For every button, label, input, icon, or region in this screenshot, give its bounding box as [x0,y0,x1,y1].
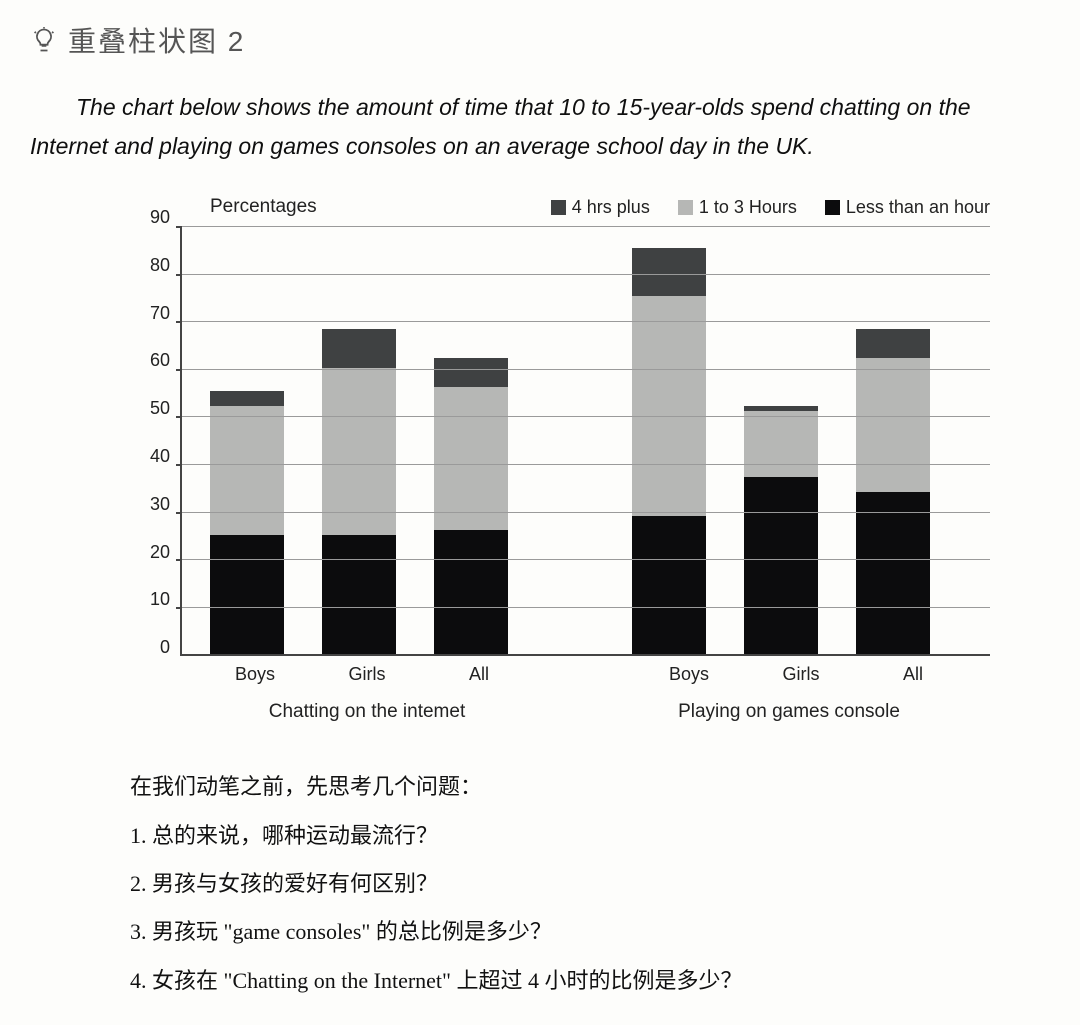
legend-item: Less than an hour [825,197,990,218]
bar-segment [322,535,396,654]
stacked-bar-chart: Percentages 4 hrs plus 1 to 3 Hours Less t… [150,196,990,723]
x-axis-category-label: Girls [764,664,838,685]
x-axis-group-title: Chatting on the intemet [218,701,516,723]
question-item: 4. 女孩在 "Chatting on the Internet" 上超过 4 … [130,957,1050,1005]
questions-intro: 在我们动笔之前，先思考几个问题： [130,763,1050,811]
question-item: 3. 男孩玩 "game consoles" 的总比例是多少？ [130,908,1050,956]
bar-segment [210,391,284,405]
bar-segment [856,358,930,492]
legend-swatch [825,200,840,215]
bar-segment [210,406,284,535]
y-tick-mark [176,274,182,276]
gridline [182,321,990,322]
stacked-bar [856,329,930,654]
bar-segment [744,477,818,654]
bar-segment [322,368,396,535]
y-axis-title: Percentages [210,196,317,218]
lightbulb-icon [30,26,58,54]
bar-segment [856,492,930,654]
y-tick-mark [176,416,182,418]
x-axis-labels: Boys Girls All Boys Girls All [190,664,950,685]
legend-swatch [551,200,566,215]
x-axis-category-label: All [876,664,950,685]
stacked-bar [744,406,818,654]
legend-label: 4 hrs plus [572,197,650,218]
bar-segment [434,530,508,654]
x-axis-group-title: Playing on games console [640,701,938,723]
stacked-bar [210,391,284,654]
gridline [182,559,990,560]
page-title: 重叠柱状图 2 [68,20,245,60]
bar-segment [744,411,818,478]
chart-legend: 4 hrs plus 1 to 3 Hours Less than an hour [551,197,990,218]
y-tick-mark [176,369,182,371]
x-axis-category-label: Boys [218,664,292,685]
x-axis-category-label: Boys [652,664,726,685]
legend-item: 4 hrs plus [551,197,650,218]
gridline [182,369,990,370]
bar-segment [632,296,706,516]
bar-group [210,329,508,654]
gridline [182,416,990,417]
legend-item: 1 to 3 Hours [678,197,797,218]
stacked-bar [322,329,396,654]
bar-segment [856,329,930,358]
bar-group [632,248,930,654]
page-header: 重叠柱状图 2 [30,20,1050,60]
chart-description: The chart below shows the amount of time… [30,88,1050,166]
y-tick-mark [176,559,182,561]
y-tick-mark [176,512,182,514]
bar-segment [434,358,508,387]
x-axis-category-label: Girls [330,664,404,685]
legend-label: Less than an hour [846,197,990,218]
gridline [182,226,990,227]
bar-segment [210,535,284,654]
question-item: 1. 总的来说，哪种运动最流行？ [130,812,1050,860]
gridline [182,607,990,608]
legend-label: 1 to 3 Hours [699,197,797,218]
plot-area [180,226,990,656]
stacked-bar [632,248,706,654]
stacked-bar [434,358,508,654]
y-tick-mark [176,321,182,323]
gridline [182,512,990,513]
legend-swatch [678,200,693,215]
x-axis-category-label: All [442,664,516,685]
y-axis: 9080706050403020100 [150,226,180,656]
x-axis-group-titles: Chatting on the intemet Playing on games … [190,701,990,723]
gridline [182,274,990,275]
gridline [182,464,990,465]
y-tick-mark [176,607,182,609]
bar-segment [322,329,396,367]
bar-segment [632,248,706,296]
bar-segment [434,387,508,530]
bar-segment [632,516,706,655]
questions-block: 在我们动笔之前，先思考几个问题： 1. 总的来说，哪种运动最流行？ 2. 男孩与… [130,763,1050,1005]
y-tick-mark [176,226,182,228]
question-item: 2. 男孩与女孩的爱好有何区别？ [130,860,1050,908]
y-tick-mark [176,464,182,466]
